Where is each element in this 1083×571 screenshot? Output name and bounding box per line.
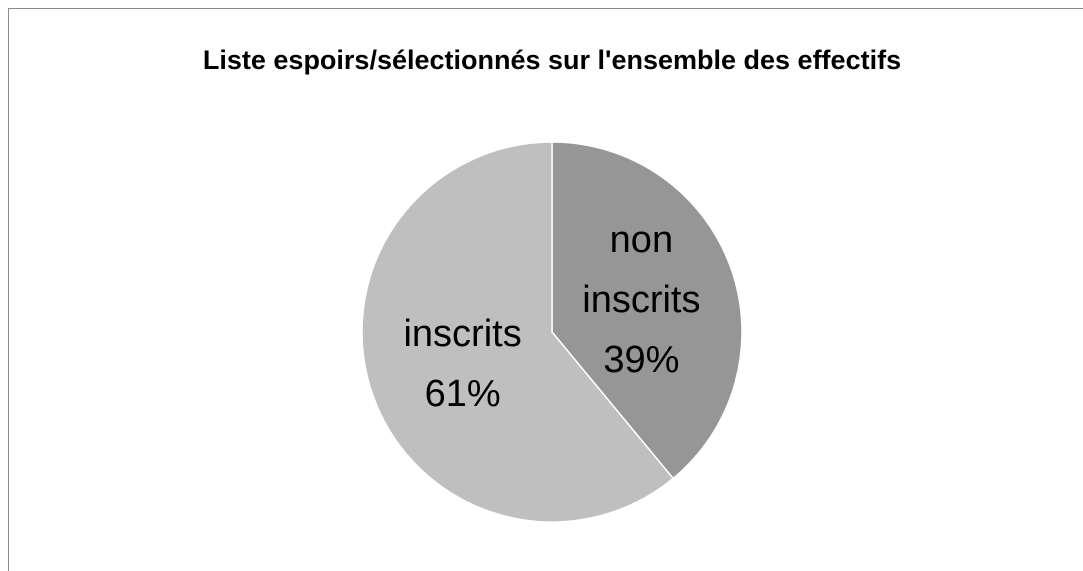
slice-label: non inscrits 39% <box>576 210 706 390</box>
slice-value: 39% <box>603 338 680 381</box>
slice-category: inscrits <box>403 313 522 356</box>
slice-label: inscrits 61% <box>363 304 563 424</box>
slice-value: 61% <box>424 373 501 416</box>
chart-title: Liste espoirs/sélectionnés sur l'ensembl… <box>203 45 901 75</box>
slice-category: non inscrits <box>582 218 701 321</box>
pie-slice <box>551 141 743 480</box>
pie-slice <box>361 141 675 523</box>
